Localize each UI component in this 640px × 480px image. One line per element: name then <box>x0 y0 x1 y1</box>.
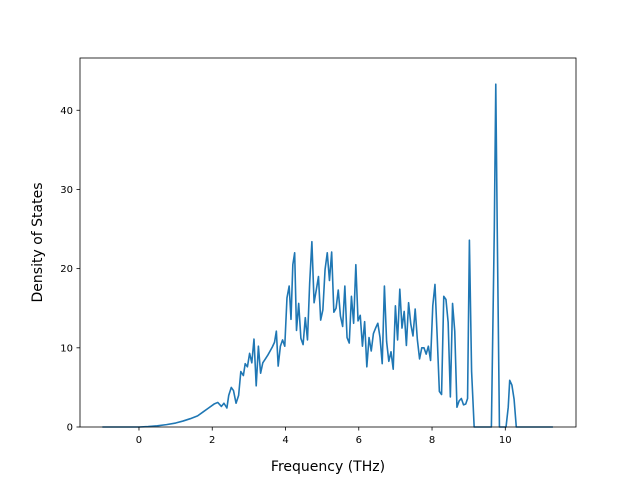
x-tick-label: 0 <box>136 435 142 446</box>
x-tick-label: 8 <box>429 435 435 446</box>
x-axis-label: Frequency (THz) <box>271 459 385 475</box>
y-tick-label: 40 <box>60 106 73 117</box>
y-axis-ticks: 0 10 20 30 40 <box>60 106 80 434</box>
y-tick-label: 0 <box>67 423 73 434</box>
x-tick-label: 10 <box>499 435 512 446</box>
y-tick-label: 20 <box>60 264 73 275</box>
x-tick-label: 2 <box>209 435 215 446</box>
x-tick-label: 6 <box>356 435 362 446</box>
y-tick-label: 10 <box>60 343 73 354</box>
dos-series-line <box>102 83 553 428</box>
y-axis-label: Density of States <box>30 183 46 303</box>
plot-area <box>80 58 576 427</box>
axes-frame <box>79 57 577 428</box>
x-axis-ticks: 0 2 4 6 8 10 <box>136 427 512 446</box>
plot-marks <box>102 83 553 428</box>
x-tick-label: 4 <box>282 435 288 446</box>
y-tick-label: 30 <box>60 185 73 196</box>
